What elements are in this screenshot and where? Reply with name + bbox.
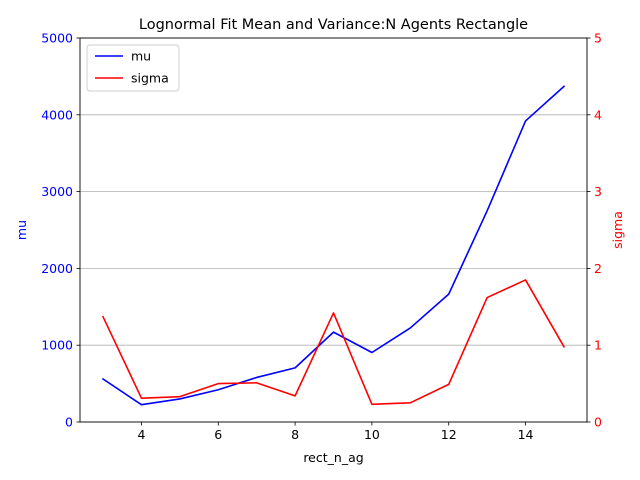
y-right-ticks: 0 1 2 3 4 5 bbox=[587, 31, 602, 430]
y-left-ticks: 0 1000 2000 3000 4000 5000 bbox=[41, 31, 80, 430]
series-line-sigma bbox=[101, 279, 566, 406]
x-axis-label: rect_n_ag bbox=[303, 450, 363, 465]
legend: mu sigma bbox=[86, 44, 180, 92]
y-left-tick-label: 5000 bbox=[41, 31, 73, 46]
chart-title: Lognormal Fit Mean and Variance:N Agents… bbox=[139, 17, 528, 33]
y-right-tick-label: 5 bbox=[594, 31, 602, 46]
y-right-axis-label: sigma bbox=[610, 211, 625, 249]
legend-label-mu: mu bbox=[131, 49, 151, 64]
y-right-tick-label: 1 bbox=[594, 338, 602, 353]
plot-frame bbox=[79, 37, 588, 423]
series-line-mu bbox=[101, 85, 566, 406]
y-right-tick-label: 3 bbox=[594, 184, 602, 199]
y-left-tick-label: 4000 bbox=[41, 107, 73, 122]
series-lines bbox=[101, 85, 566, 406]
y-right-tick-label: 0 bbox=[594, 415, 602, 430]
y-right-tick-label: 4 bbox=[594, 107, 602, 122]
x-tick-label: 4 bbox=[137, 427, 145, 442]
x-ticks: 4 6 8 10 12 14 bbox=[137, 422, 534, 442]
y-left-tick-label: 3000 bbox=[41, 184, 73, 199]
y-left-tick-label: 1000 bbox=[41, 338, 73, 353]
x-tick-label: 6 bbox=[214, 427, 222, 442]
legend-label-sigma: sigma bbox=[131, 71, 169, 86]
x-tick-label: 12 bbox=[441, 427, 457, 442]
x-tick-label: 14 bbox=[518, 427, 534, 442]
x-tick-label: 10 bbox=[364, 427, 380, 442]
y-left-tick-label: 0 bbox=[65, 415, 73, 430]
x-tick-label: 8 bbox=[291, 427, 299, 442]
y-left-axis-label: mu bbox=[14, 220, 29, 240]
y-right-tick-label: 2 bbox=[594, 261, 602, 276]
y-left-tick-label: 2000 bbox=[41, 261, 73, 276]
